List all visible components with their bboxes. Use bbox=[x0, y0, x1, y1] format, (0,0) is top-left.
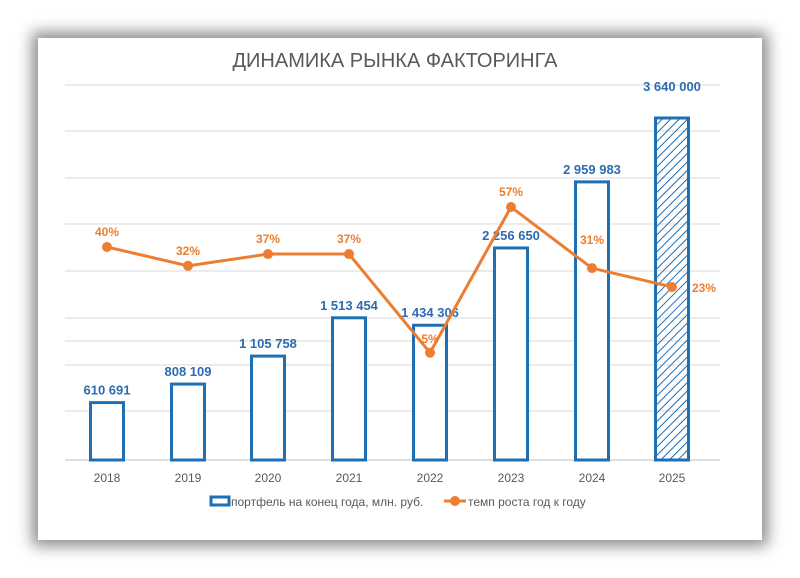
bar-2019 bbox=[170, 382, 206, 462]
growth-point bbox=[587, 263, 597, 274]
legend-line-marker bbox=[450, 496, 460, 506]
bar-2018 bbox=[89, 401, 125, 462]
growth-point bbox=[344, 249, 354, 260]
growth-label: 23% bbox=[692, 281, 716, 295]
growth-label: 40% bbox=[95, 225, 119, 239]
x-tick-label: 2020 bbox=[255, 471, 282, 485]
bar-label: 3 640 000 bbox=[643, 79, 701, 94]
x-tick-label: 2022 bbox=[417, 471, 444, 485]
growth-point bbox=[102, 242, 112, 252]
growth-label: 31% bbox=[580, 233, 604, 247]
bar-2025 bbox=[654, 116, 690, 462]
bar-label: 610 691 bbox=[84, 383, 131, 398]
legend-line-label: темп роста год к году bbox=[468, 495, 586, 509]
x-tick-label: 2019 bbox=[175, 471, 202, 485]
growth-label: 57% bbox=[499, 185, 523, 199]
growth-point bbox=[183, 260, 193, 271]
bar-2022 bbox=[412, 323, 448, 462]
bar-label: 1 434 306 bbox=[401, 305, 459, 320]
x-tick-label: 2025 bbox=[659, 471, 686, 485]
bar-2024 bbox=[574, 180, 610, 462]
bar-label: 1 105 758 bbox=[239, 336, 297, 351]
legend-bar-label: портфель на конец года, млн. руб. bbox=[231, 495, 423, 509]
bar-2020 bbox=[250, 354, 286, 462]
growth-line bbox=[106, 204, 673, 356]
x-tick-label: 2024 bbox=[579, 471, 606, 485]
chart-title: ДИНАМИКА РЫНКА ФАКТОРИНГА bbox=[233, 50, 559, 72]
growth-label: 37% bbox=[337, 232, 361, 246]
bar-label: 1 513 454 bbox=[320, 298, 379, 313]
bar-2023 bbox=[493, 246, 529, 462]
bar-label: 808 109 bbox=[165, 364, 212, 379]
bar-2021 bbox=[331, 316, 367, 462]
growth-label: 5% bbox=[421, 332, 439, 346]
x-tick-label: 2021 bbox=[336, 471, 363, 485]
growth-label: 37% bbox=[256, 232, 280, 246]
bar-label: 2 959 983 bbox=[563, 162, 621, 177]
chart-card bbox=[38, 38, 762, 540]
x-tick-label: 2018 bbox=[94, 471, 121, 485]
growth-point bbox=[263, 249, 273, 260]
growth-point bbox=[425, 347, 435, 358]
legend-bar-swatch bbox=[209, 495, 231, 507]
growth-label: 32% bbox=[176, 244, 200, 258]
growth-point bbox=[506, 202, 516, 213]
growth-point bbox=[667, 281, 677, 292]
x-tick-label: 2023 bbox=[498, 471, 525, 485]
